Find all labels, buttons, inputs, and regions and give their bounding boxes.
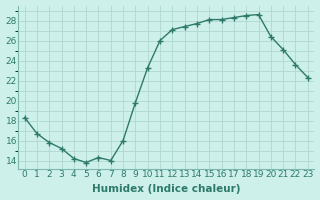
X-axis label: Humidex (Indice chaleur): Humidex (Indice chaleur) (92, 184, 240, 194)
